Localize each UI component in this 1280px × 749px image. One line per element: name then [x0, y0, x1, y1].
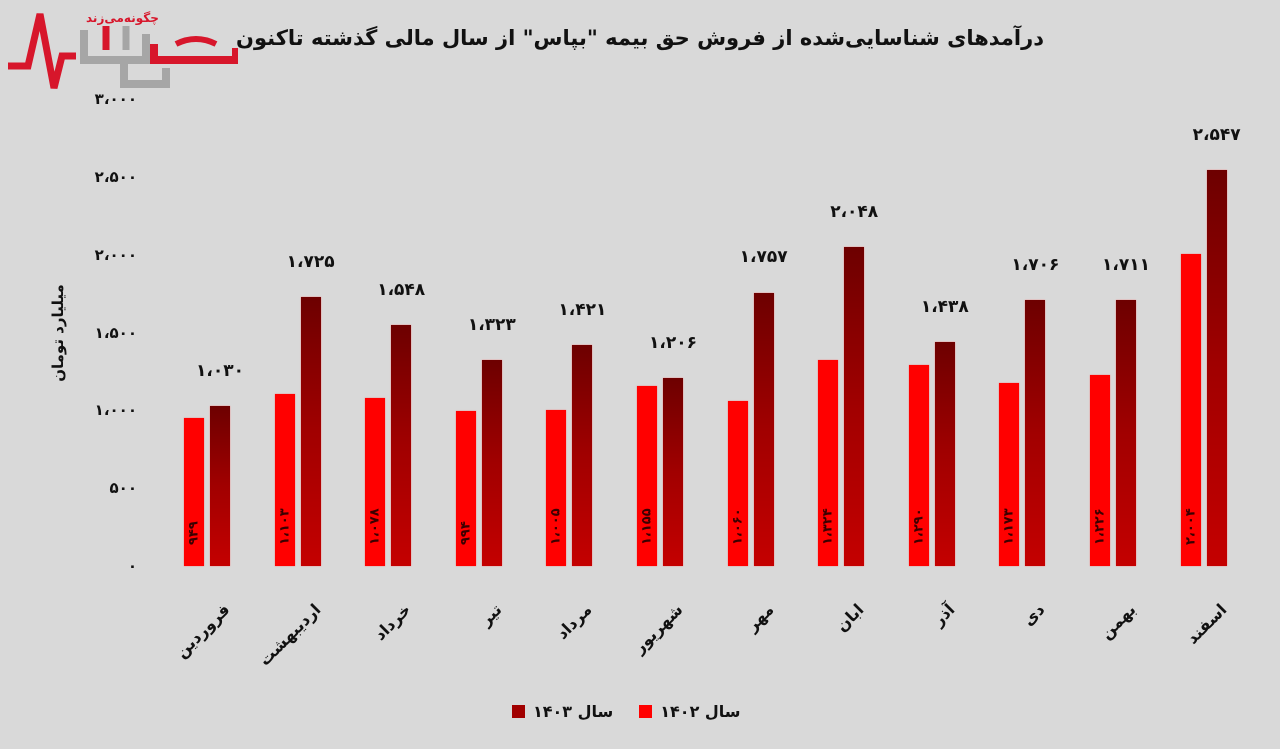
legend-label-1402: سال ۱۴۰۲	[660, 702, 741, 721]
bar-value-label-1403: ۱،۴۲۱	[558, 299, 607, 320]
legend-swatch-1403	[512, 705, 525, 718]
x-tick-label: ابان	[832, 600, 868, 636]
bar-value-label-1403: ۱،۷۵۷	[739, 247, 788, 268]
bar-1403	[1206, 169, 1227, 566]
bar-value-label-1403: ۱،۷۱۱	[1102, 254, 1150, 275]
bar-value-label-1402: ۹۹۴	[458, 521, 474, 545]
bar-1403	[753, 292, 774, 566]
y-tick-label: ۳،۰۰۰	[94, 90, 137, 108]
y-axis-label: میلیارد تومان	[49, 284, 67, 382]
brand-logo: چگونه‌می‌زند	[8, 11, 238, 89]
bar-1403	[1116, 299, 1136, 566]
bar-1402: ۹۴۹	[184, 418, 204, 566]
bar-1403	[663, 378, 683, 566]
x-tick-label: تیر	[475, 600, 506, 630]
x-tick-label: دی	[1019, 600, 1049, 630]
bar-value-label-1402: ۱،۱۵۵	[639, 508, 655, 545]
bar-1402: ۹۹۴	[455, 411, 476, 566]
bar-value-label-1402: ۲،۰۰۴	[1183, 508, 1199, 545]
bar-value-label-1403: ۲،۰۴۸	[830, 202, 879, 223]
bar-value-label-1403: ۱،۲۰۶	[649, 333, 697, 354]
bar-1402: ۱،۳۲۴	[818, 359, 839, 566]
x-tick-label: مرداد	[552, 600, 596, 643]
bar-1403	[300, 297, 321, 566]
bar-1402: ۱،۲۹۰	[908, 365, 929, 566]
bar-1403	[934, 342, 955, 566]
legend-label-1403: سال ۱۴۰۳	[533, 702, 614, 721]
bar-1403	[844, 247, 865, 566]
heartbeat-icon	[8, 13, 76, 89]
x-tick-label: فروردین	[171, 600, 234, 662]
y-tick-label: ۱،۰۰۰	[94, 401, 137, 420]
bar-value-label-1403: ۱،۴۳۸	[920, 297, 969, 318]
x-tick-label: شهریور	[629, 600, 687, 657]
legend-item-1403: سال ۱۴۰۳	[512, 702, 613, 721]
y-tick-label: ۵۰۰	[109, 479, 137, 498]
y-tick-label: ۲،۰۰۰	[94, 245, 137, 264]
bar-1402: ۱،۰۶۰	[727, 401, 748, 566]
bar-value-label-1402: ۱،۰۷۸	[367, 508, 383, 545]
bar-1403	[1025, 300, 1046, 566]
bar-1402: ۱،۱۷۳	[999, 383, 1020, 566]
x-tick-label: خرداد	[370, 600, 415, 645]
bar-value-label-1402: ۱،۱۷۳	[1001, 508, 1017, 545]
y-tick-label: ۲،۵۰۰	[94, 167, 137, 186]
bar-1402: ۲،۰۰۴	[1180, 254, 1201, 566]
legend-swatch-1402	[639, 705, 653, 718]
bar-1403	[210, 405, 230, 566]
bar-value-label-1402: ۹۴۹	[186, 521, 202, 545]
bar-1402: ۱،۰۷۸	[365, 398, 386, 566]
bar-value-label-1403: ۱،۷۲۵	[286, 252, 335, 273]
bar-value-label-1403: ۱،۷۰۶	[1011, 255, 1060, 276]
bar-1402: ۱،۱۰۳	[274, 394, 295, 566]
bar-value-label-1402: ۱،۲۲۶	[1092, 508, 1108, 545]
bar-value-label-1402: ۱،۳۲۴	[820, 508, 836, 545]
y-tick-label: ۰	[127, 557, 137, 575]
legend-item-1402: سال ۱۴۰۲	[639, 702, 741, 721]
bar-value-label-1402: ۱،۰۰۵	[548, 508, 564, 545]
x-tick-label: آذر	[928, 600, 959, 630]
bar-1402: ۱،۲۲۶	[1090, 375, 1110, 566]
bar-1403	[481, 360, 502, 566]
bar-value-label-1402: ۱،۰۶۰	[730, 508, 746, 545]
x-tick-label: اسفند	[1182, 600, 1231, 648]
bar-1402: ۱،۰۰۵	[546, 409, 567, 566]
y-tick-label: ۱،۵۰۰	[94, 323, 137, 342]
bar-value-label-1403: ۱،۰۳۰	[196, 360, 244, 381]
bar-value-label-1403: ۱،۳۲۳	[467, 315, 516, 336]
x-tick-label: اردیبهشت	[254, 600, 325, 670]
bar-value-label-1402: ۱،۲۹۰	[911, 508, 927, 545]
bar-value-label-1403: ۱،۵۴۸	[377, 280, 426, 301]
bar-1402: ۱،۱۵۵	[637, 386, 657, 566]
bar-value-label-1403: ۲،۵۴۷	[1192, 124, 1241, 145]
bar-value-label-1402: ۱،۱۰۳	[277, 508, 293, 545]
chart-title: درآمدهای شناسایی‌شده از فروش حق بیمه "بپ…	[236, 26, 1044, 50]
bar-1403	[391, 325, 412, 566]
svg-text:چگونه‌می‌زند: چگونه‌می‌زند	[86, 11, 159, 26]
legend: سال ۱۴۰۳ سال ۱۴۰۲	[512, 702, 741, 721]
x-tick-label: مهر	[742, 600, 778, 635]
x-tick-label: بهمن	[1096, 600, 1140, 643]
bar-1403	[572, 344, 593, 566]
